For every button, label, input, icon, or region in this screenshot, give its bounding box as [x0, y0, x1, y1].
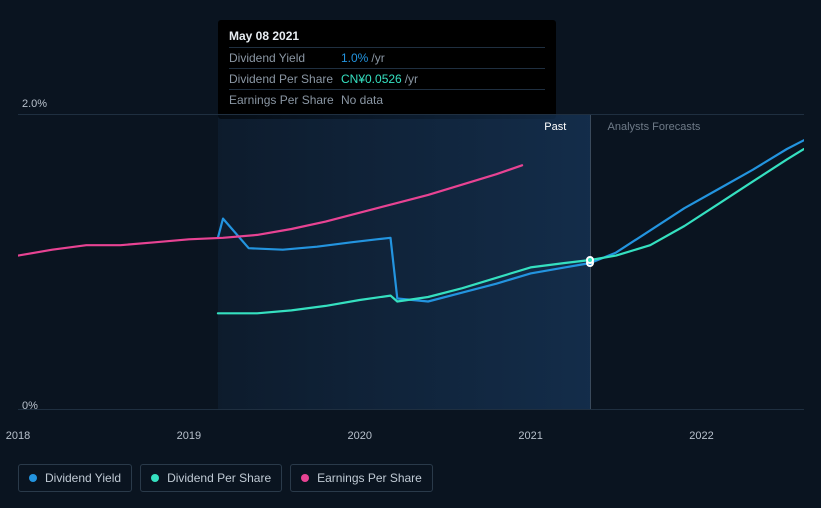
x-axis-label: 2019	[177, 430, 201, 442]
legend-label: Dividend Per Share	[167, 471, 271, 485]
tooltip-date: May 08 2021	[229, 29, 545, 47]
chart-lines	[18, 115, 804, 411]
plot-area[interactable]: Past Analysts Forecasts	[18, 114, 804, 410]
legend-item-dividend-per-share[interactable]: Dividend Per Share	[140, 464, 282, 492]
legend-label: Earnings Per Share	[317, 471, 422, 485]
series-earnings_per_share	[18, 165, 522, 255]
series-dividend_yield	[218, 140, 804, 301]
x-axis-label: 2018	[6, 430, 30, 442]
tooltip-row: Dividend Per ShareCN¥0.0526/yr	[229, 68, 545, 89]
legend-item-dividend-yield[interactable]: Dividend Yield	[18, 464, 132, 492]
legend-item-earnings-per-share[interactable]: Earnings Per Share	[290, 464, 433, 492]
series-dividend_per_share	[218, 149, 804, 313]
x-axis-label: 2022	[689, 430, 713, 442]
x-axis-label: 2021	[518, 430, 542, 442]
y-axis-top-label: 2.0%	[22, 98, 47, 110]
tooltip-row-label: Dividend Yield	[229, 51, 341, 65]
legend-label: Dividend Yield	[45, 471, 121, 485]
tooltip-row-value: 1.0%	[341, 51, 368, 65]
tooltip-row-label: Dividend Per Share	[229, 72, 341, 86]
tooltip-row-unit: /yr	[405, 72, 418, 86]
x-axis-label: 2020	[347, 430, 371, 442]
dividend-chart[interactable]: 2.0% 0% Past Analysts Forecasts	[18, 100, 804, 420]
legend-dot-icon	[301, 474, 309, 482]
chart-legend: Dividend Yield Dividend Per Share Earnings…	[18, 464, 433, 492]
legend-dot-icon	[151, 474, 159, 482]
tooltip-row-unit: /yr	[371, 51, 384, 65]
tooltip-row: Dividend Yield1.0%/yr	[229, 47, 545, 68]
marker-dividend_per_share	[586, 256, 594, 264]
x-axis: 20182019202020212022	[18, 430, 804, 450]
legend-dot-icon	[29, 474, 37, 482]
tooltip-row-value: CN¥0.0526	[341, 72, 402, 86]
